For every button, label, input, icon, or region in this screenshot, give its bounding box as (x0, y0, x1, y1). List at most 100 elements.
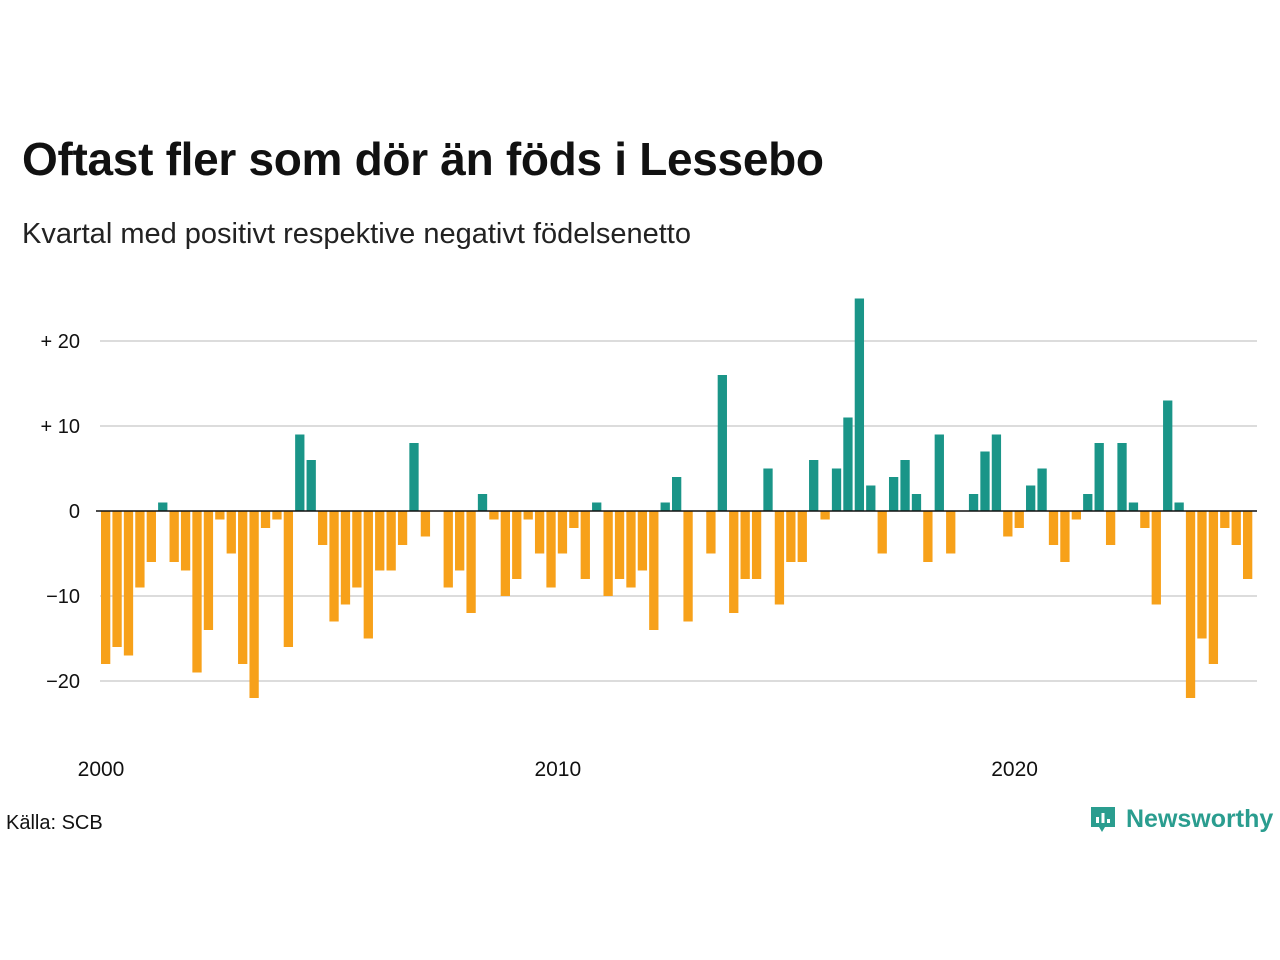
x-axis-ticks: 2000 2010 2020 (78, 758, 1038, 781)
bar (774, 511, 785, 605)
y-tick-label: + 10 (41, 416, 80, 438)
bar (900, 460, 910, 511)
bar (1185, 511, 1196, 698)
bar (1243, 511, 1253, 579)
bar (649, 511, 659, 630)
bar (375, 511, 385, 571)
bar (249, 511, 259, 698)
bar (397, 511, 408, 545)
bar (352, 511, 362, 588)
y-tick-label: + 20 (41, 331, 80, 353)
bar (489, 511, 499, 520)
bar (1105, 511, 1116, 545)
bar (980, 451, 990, 511)
brand-logo: Newsworthy (1088, 804, 1273, 834)
bar (1208, 511, 1219, 664)
bar (820, 511, 830, 520)
bar (1163, 400, 1173, 511)
bar (420, 511, 431, 537)
gridlines (100, 340, 1257, 682)
bar (317, 511, 328, 545)
bar (1220, 511, 1230, 528)
brand-name: Newsworthy (1126, 804, 1274, 833)
bar (1003, 511, 1013, 537)
bar (1048, 511, 1059, 545)
bar (968, 494, 979, 511)
bar (637, 511, 648, 571)
bar (523, 511, 533, 520)
bar (455, 511, 465, 571)
bar (580, 511, 590, 579)
y-tick-label: −10 (46, 586, 80, 608)
bar (740, 511, 750, 579)
chart-subtitle: Kvartal med positivt respektive negativt… (22, 218, 691, 250)
y-tick-label: −20 (46, 671, 80, 693)
bar (911, 494, 922, 511)
bar (1037, 468, 1047, 511)
bar (340, 511, 351, 605)
bar (363, 511, 373, 639)
bar (683, 511, 693, 622)
bar (203, 511, 214, 630)
bar (443, 511, 453, 588)
bar (797, 511, 807, 562)
bars (101, 298, 1253, 698)
bar (123, 511, 134, 656)
bar (672, 477, 682, 511)
bar (500, 511, 510, 596)
bar (614, 511, 625, 579)
x-tick-label: 2000 (78, 758, 125, 781)
bar (512, 511, 522, 579)
bar (260, 511, 271, 528)
bar (169, 511, 179, 562)
bar (1026, 485, 1036, 511)
bar (1151, 511, 1161, 605)
bar (763, 468, 773, 511)
bar (146, 511, 156, 562)
bar (569, 511, 579, 528)
bar (192, 511, 202, 673)
bar (660, 502, 670, 511)
chart-title: Oftast fler som dör än föds i Lessebo (22, 133, 824, 185)
bar (1060, 511, 1070, 562)
bar (466, 511, 476, 613)
bar (1128, 502, 1139, 511)
bar (215, 511, 225, 520)
bar (751, 511, 762, 579)
bar (946, 511, 956, 554)
bar (1197, 511, 1207, 639)
bar (717, 375, 727, 511)
newsworthy-logo-icon (1091, 807, 1115, 832)
bar (809, 460, 819, 511)
bar (626, 511, 636, 588)
bar (786, 511, 796, 562)
bar (135, 511, 145, 588)
bar (112, 511, 122, 647)
bar (386, 511, 396, 571)
bar (991, 434, 1002, 511)
bar (546, 511, 556, 588)
bar (877, 511, 887, 554)
bar (854, 298, 865, 511)
bar (1014, 511, 1024, 528)
bar (557, 511, 568, 554)
bar (238, 511, 248, 664)
bar (888, 477, 899, 511)
bar (534, 511, 545, 554)
bar (272, 511, 282, 520)
x-tick-label: 2010 (534, 758, 581, 781)
bar (1140, 511, 1150, 528)
bar (409, 443, 419, 511)
bar (477, 494, 488, 511)
bar (592, 502, 602, 511)
y-axis-ticks: + 20 + 10 0 −10 −20 (41, 331, 80, 693)
bar (934, 434, 944, 511)
bar (603, 511, 613, 596)
bar (866, 485, 876, 511)
bar (329, 511, 339, 622)
bar (1071, 511, 1081, 520)
bar (226, 511, 236, 554)
bar (1231, 511, 1241, 545)
bar (101, 511, 111, 664)
